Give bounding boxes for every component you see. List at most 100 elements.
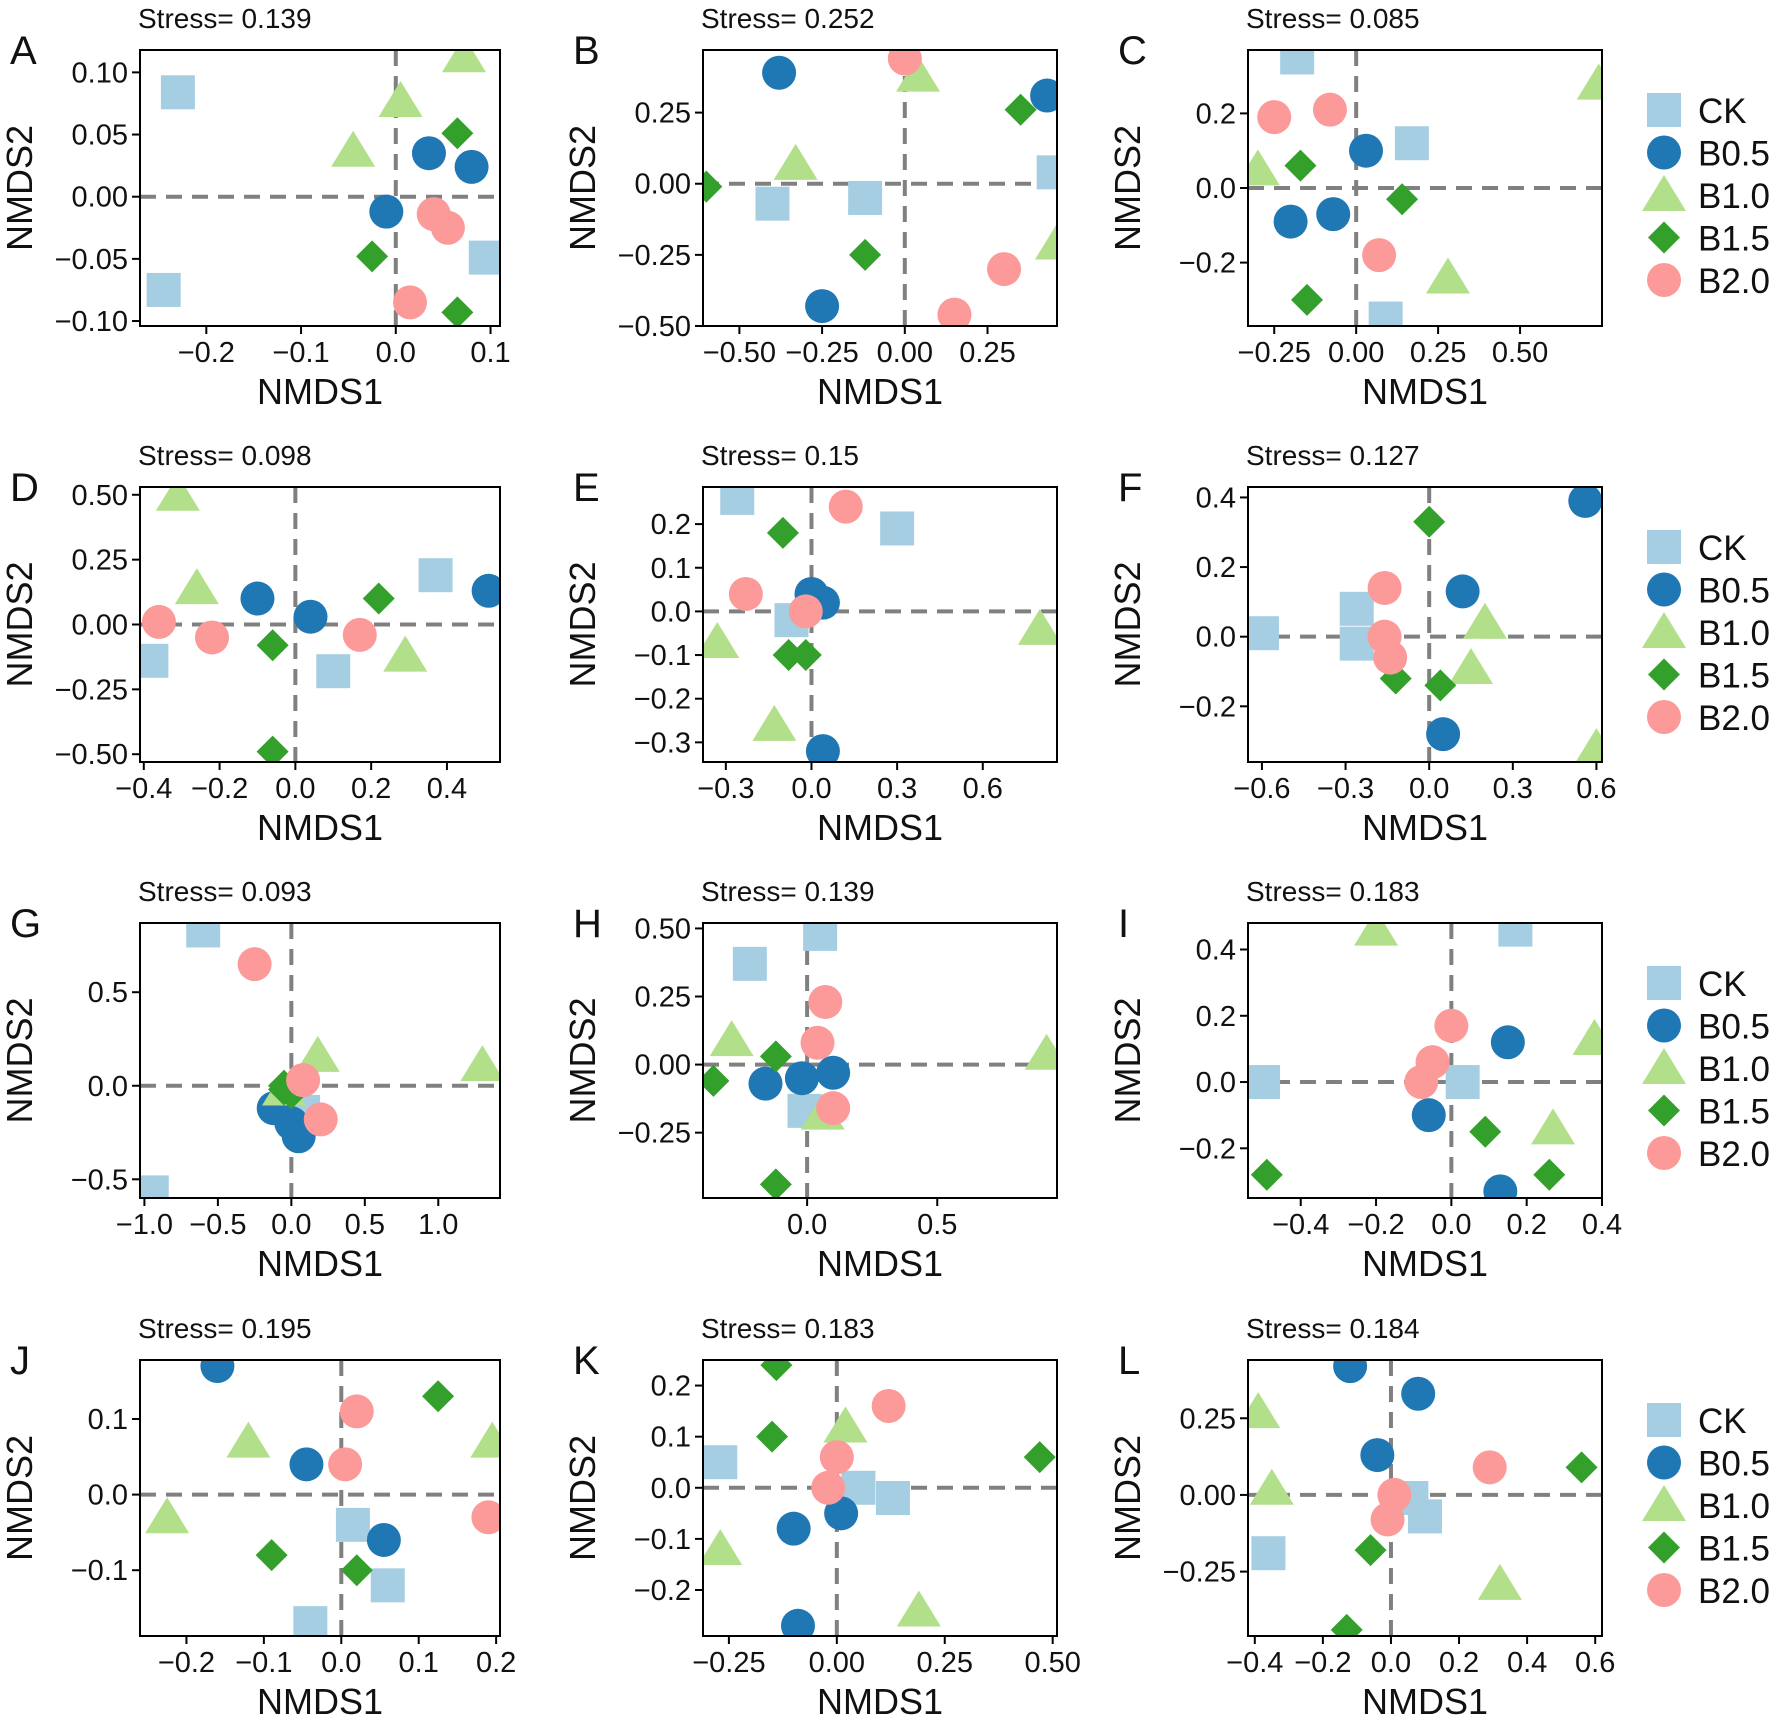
scatter-points — [703, 487, 1057, 762]
point-CK-2 — [370, 1568, 405, 1603]
y-tick-label: 0.10 — [72, 57, 128, 89]
point-CK-2 — [1248, 1065, 1281, 1100]
y-tick-label: 0.0 — [1196, 622, 1236, 654]
point-B20-1 — [808, 984, 843, 1019]
stress-title: Stress= 0.184 — [1246, 1313, 1420, 1344]
stress-title: Stress= 0.195 — [138, 1313, 312, 1344]
point-B15-3 — [340, 1554, 373, 1587]
point-B10-1 — [295, 1035, 340, 1072]
point-CK-1 — [160, 75, 195, 110]
legend-label-B15: B1.5 — [1698, 657, 1770, 696]
point-B15-1 — [1250, 1158, 1283, 1191]
point-B20-1 — [141, 604, 176, 639]
zero-lines — [1248, 487, 1602, 762]
point-CK-2 — [140, 1175, 169, 1198]
x-tick-label: 1.0 — [418, 1209, 458, 1241]
point-B15-3 — [441, 296, 474, 326]
point-CK-1 — [1498, 923, 1533, 947]
point-B20-1 — [339, 1394, 374, 1429]
y-tick-label: −0.50 — [55, 739, 128, 771]
x-axis-title: NMDS1 — [817, 1243, 943, 1284]
panel-letter: E — [573, 466, 600, 510]
x-axis-title: NMDS1 — [1362, 371, 1488, 412]
x-tick-label: 0.00 — [877, 337, 933, 369]
x-tick-label: 0.50 — [1492, 337, 1548, 369]
legend-marker-B15 — [1648, 658, 1680, 691]
point-B15-3 — [1424, 669, 1457, 702]
zero-lines — [703, 50, 1057, 326]
legend-2: CK B0.5B1.0 B1.5B2.0 — [1642, 529, 1770, 738]
legend-marker-CK — [1647, 530, 1681, 564]
x-tick-label: 0.0 — [791, 773, 831, 805]
x-tick-label: −1.0 — [116, 1209, 173, 1241]
stress-title: Stress= 0.15 — [701, 440, 859, 471]
y-tick-label: −0.2 — [634, 1575, 691, 1607]
point-B10-3 — [1531, 1108, 1576, 1145]
x-tick-label: 0.25 — [959, 337, 1015, 369]
panel-letter: D — [10, 466, 39, 510]
scatter-points — [1248, 50, 1602, 326]
point-B20-2 — [195, 620, 229, 655]
x-tick-label: −0.3 — [697, 773, 754, 805]
y-tick-label: −0.25 — [618, 240, 691, 272]
point-B20-2 — [1312, 92, 1347, 127]
point-B10-1 — [823, 1406, 868, 1443]
point-B10-1 — [226, 1421, 271, 1458]
point-CK-2 — [803, 923, 838, 951]
x-axis-title: NMDS1 — [817, 1681, 943, 1721]
point-B20-3 — [303, 1102, 338, 1137]
point-B05-1 — [1490, 1025, 1525, 1060]
stress-title: Stress= 0.139 — [138, 3, 312, 34]
point-B15-3 — [759, 1168, 792, 1198]
y-tick-label: −0.2 — [634, 684, 691, 716]
y-tick-label: −0.1 — [71, 1555, 128, 1587]
point-B05-3 — [369, 194, 404, 229]
point-B15-1 — [766, 516, 799, 549]
y-tick-label: −0.1 — [634, 1524, 691, 1556]
point-B10-2 — [1448, 648, 1493, 685]
y-tick-label: 0.00 — [635, 169, 691, 201]
point-B20-3 — [1373, 640, 1408, 675]
point-B15-3 — [1291, 283, 1323, 316]
x-tick-label: 0.6 — [1575, 1647, 1615, 1679]
y-axis-title: NMDS2 — [562, 561, 603, 687]
point-B20-2 — [286, 1063, 321, 1098]
legend-label-B15: B1.5 — [1698, 220, 1770, 259]
point-B15-3 — [1023, 1441, 1056, 1474]
y-tick-label: 0.50 — [72, 480, 128, 512]
y-axis-title: NMDS2 — [0, 125, 40, 251]
y-tick-label: 0.2 — [1196, 1001, 1236, 1033]
x-tick-label: −0.2 — [1294, 1647, 1351, 1679]
point-B05-1 — [1333, 1360, 1368, 1384]
y-tick-label: −0.50 — [618, 311, 691, 343]
x-tick-label: 0.00 — [809, 1647, 865, 1679]
point-B20-2 — [728, 576, 763, 611]
y-axis-title: NMDS2 — [0, 997, 40, 1123]
legend-label-B05: B0.5 — [1698, 1445, 1770, 1484]
zero-lines — [140, 1360, 500, 1636]
panel-d: −0.4 −0.2 0.0 0.2 0.4 −0.50 −0.25 0.00 0.25 0.50 N… — [0, 440, 501, 848]
x-tick-label: −0.25 — [692, 1647, 765, 1679]
point-CK-1 — [335, 1507, 370, 1542]
legend-label-B20: B2.0 — [1698, 1135, 1770, 1174]
point-B10-2 — [1572, 1018, 1602, 1055]
y-tick-label: 0.1 — [651, 1422, 691, 1454]
panel-c: −0.25 0.00 0.25 0.50 −0.2 0.0 0.2 NMDS1 NMDS2 Str… — [1107, 3, 1603, 412]
plot-frame — [139, 49, 501, 327]
y-tick-label: 0.50 — [635, 913, 691, 945]
point-B20-1 — [871, 1389, 906, 1423]
stress-title: Stress= 0.139 — [701, 876, 875, 907]
point-B20-1 — [887, 50, 922, 76]
point-B10-2 — [442, 50, 486, 73]
point-B15-2 — [1469, 1115, 1502, 1148]
x-tick-label: 0.4 — [1507, 1647, 1547, 1679]
y-tick-label: −0.1 — [634, 640, 691, 672]
legend-marker-B05 — [1647, 135, 1681, 170]
x-tick-label: −0.5 — [189, 1209, 246, 1241]
legend-label-B15: B1.5 — [1698, 1530, 1770, 1569]
point-B05-1 — [200, 1360, 235, 1384]
zero-lines — [703, 487, 1057, 762]
legend-marker-B20 — [1647, 700, 1681, 734]
point-CK-3 — [1445, 1065, 1480, 1100]
point-B05-3 — [1316, 197, 1351, 232]
